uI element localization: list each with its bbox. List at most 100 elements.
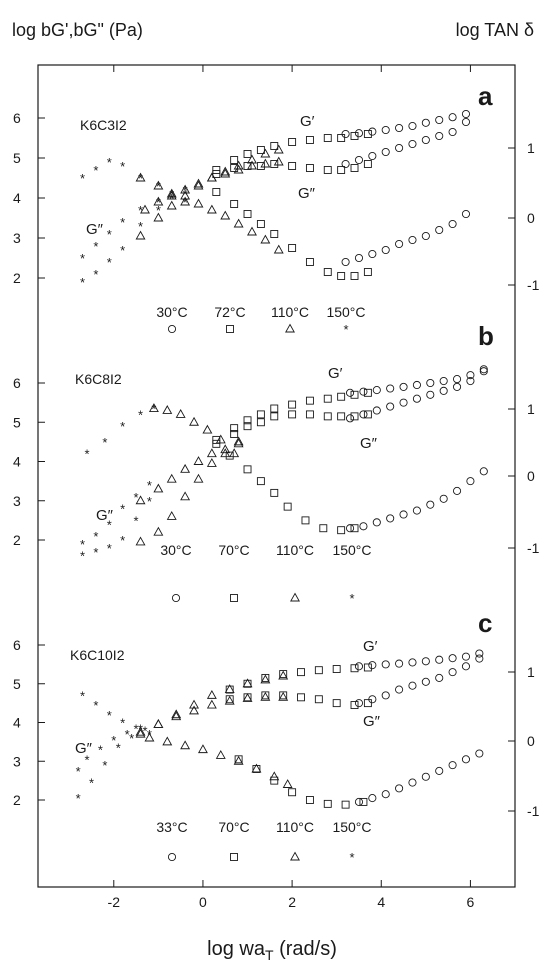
point-star: * (120, 419, 125, 434)
point-triangle (260, 674, 271, 684)
point-square (337, 134, 346, 142)
point-triangle (153, 719, 164, 728)
point-triangle (233, 164, 244, 174)
point-triangle (260, 691, 271, 701)
point-square (256, 162, 265, 170)
point-square (323, 134, 332, 142)
point-circle (412, 380, 421, 390)
point-circle (408, 681, 417, 690)
point-star: * (156, 203, 161, 218)
point-square (243, 416, 252, 425)
temperature-label: 150°C (332, 819, 371, 835)
point-star: * (93, 267, 98, 282)
point-square (350, 664, 359, 673)
point-star: * (147, 727, 152, 742)
point-square (350, 701, 359, 710)
point-circle (412, 506, 421, 515)
point-square (337, 526, 346, 535)
point-circle (368, 695, 377, 704)
point-circle (448, 654, 457, 663)
point-square (243, 162, 252, 170)
point-triangle (135, 726, 146, 736)
y-tick-label: 5 (13, 676, 21, 692)
point-star: * (129, 731, 134, 746)
point-triangle (180, 190, 191, 200)
point-circle (386, 514, 395, 523)
point-circle (435, 131, 444, 141)
point-triangle (206, 458, 217, 467)
point-triangle (166, 473, 177, 483)
point-square (305, 410, 314, 419)
point-circle (448, 113, 457, 122)
x-axis-label-sub: T (264, 947, 274, 963)
y-tick-label: 6 (13, 110, 21, 126)
point-star: * (107, 155, 112, 170)
point-triangle (260, 234, 271, 244)
y2-tick-label: -1 (527, 803, 540, 819)
y-tick-label: 5 (13, 150, 21, 166)
temperature-label: 110°C (276, 819, 314, 835)
point-square (337, 412, 346, 421)
point-circle (354, 797, 364, 806)
point-circle (381, 660, 390, 669)
point-square (288, 410, 297, 419)
point-star: * (76, 764, 81, 779)
series-72c (212, 130, 372, 280)
point-triangle (180, 184, 191, 194)
y-tick-label: 6 (13, 375, 21, 391)
point-triangle (233, 218, 244, 228)
point-circle (421, 657, 430, 666)
point-square (212, 166, 221, 174)
point-circle (341, 257, 350, 267)
point-circle (381, 691, 390, 700)
temperature-label: 110°C (271, 304, 309, 320)
point-star: * (125, 727, 130, 742)
panel-letter: a (478, 81, 493, 111)
point-triangle (247, 154, 257, 164)
panel-c: 2 3 4 5 6 1 0 -1 c K6C10I2 G′ G″ G″ 33°C 70°C 110°C 150°… (13, 608, 540, 865)
point-square (297, 668, 305, 677)
point-star: * (183, 195, 188, 210)
point-square (226, 325, 234, 333)
point-triangle (193, 178, 204, 188)
point-star: * (120, 716, 125, 731)
point-star: * (93, 698, 98, 713)
point-star: * (107, 255, 112, 270)
point-triangle (135, 536, 146, 546)
point-triangle (135, 728, 146, 738)
point-star: * (93, 163, 98, 178)
curve-label: G″ (363, 713, 381, 730)
point-circle (439, 386, 448, 395)
point-square (261, 673, 270, 682)
point-star: * (169, 191, 174, 206)
point-circle (346, 388, 355, 397)
point-circle (466, 376, 475, 386)
point-square (270, 412, 279, 421)
point-circle (399, 510, 408, 519)
point-circle (479, 367, 488, 376)
point-triangle (153, 719, 164, 728)
point-circle (368, 151, 377, 161)
point-square (288, 138, 297, 146)
y-tick-label: 6 (13, 637, 21, 653)
y-tick-label: 5 (13, 414, 21, 430)
y2-tick-label: 1 (527, 140, 535, 156)
point-circle (354, 155, 364, 165)
point-star: * (134, 513, 139, 528)
y-tick-label: 3 (13, 230, 21, 246)
curve-label: G″ (75, 740, 93, 757)
point-star: * (120, 215, 125, 230)
temperature-label: 30°C (160, 542, 191, 558)
y-tick-label: 2 (13, 792, 21, 808)
point-triangle (135, 172, 146, 182)
point-circle (381, 245, 390, 255)
point-star: * (102, 758, 107, 773)
point-triangle (180, 491, 191, 501)
point-square (305, 258, 314, 266)
point-square (314, 695, 323, 704)
point-square (270, 142, 279, 150)
point-circle (354, 662, 364, 671)
point-triangle (153, 196, 164, 206)
point-triangle (220, 444, 231, 454)
point-star: * (80, 537, 85, 552)
